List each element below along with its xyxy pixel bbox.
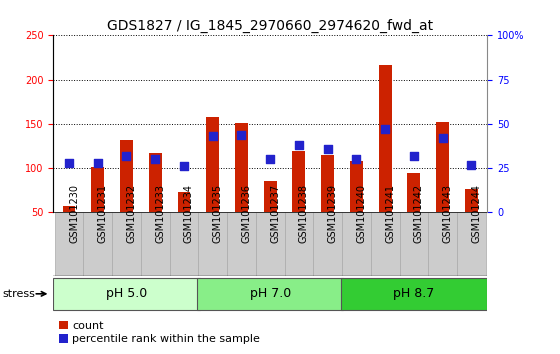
FancyBboxPatch shape bbox=[399, 212, 428, 276]
Text: GSM101231: GSM101231 bbox=[98, 184, 108, 243]
FancyBboxPatch shape bbox=[55, 212, 83, 276]
FancyBboxPatch shape bbox=[53, 278, 200, 310]
FancyBboxPatch shape bbox=[342, 212, 371, 276]
Text: GSM101238: GSM101238 bbox=[299, 184, 309, 243]
Bar bbox=[235, 123, 248, 257]
Point bbox=[180, 164, 189, 169]
FancyBboxPatch shape bbox=[170, 212, 198, 276]
Title: GDS1827 / IG_1845_2970660_2974620_fwd_at: GDS1827 / IG_1845_2970660_2974620_fwd_at bbox=[107, 19, 433, 33]
FancyBboxPatch shape bbox=[284, 212, 313, 276]
Bar bbox=[91, 167, 104, 257]
Bar bbox=[379, 65, 391, 257]
Text: pH 8.7: pH 8.7 bbox=[393, 287, 435, 300]
Point bbox=[381, 126, 390, 132]
Bar bbox=[408, 172, 421, 257]
Bar bbox=[264, 181, 277, 257]
Text: GSM101244: GSM101244 bbox=[472, 184, 482, 243]
FancyBboxPatch shape bbox=[256, 212, 284, 276]
Point bbox=[64, 160, 73, 166]
Text: GSM101230: GSM101230 bbox=[69, 184, 79, 243]
Point bbox=[409, 153, 418, 159]
Text: GSM101243: GSM101243 bbox=[442, 184, 452, 243]
FancyBboxPatch shape bbox=[340, 278, 487, 310]
Text: pH 7.0: pH 7.0 bbox=[250, 287, 291, 300]
Point bbox=[467, 162, 476, 167]
Bar bbox=[465, 189, 478, 257]
Bar bbox=[120, 140, 133, 257]
Point bbox=[295, 142, 304, 148]
FancyBboxPatch shape bbox=[141, 212, 170, 276]
FancyBboxPatch shape bbox=[313, 212, 342, 276]
FancyBboxPatch shape bbox=[428, 212, 457, 276]
Point bbox=[352, 156, 361, 162]
FancyBboxPatch shape bbox=[457, 212, 486, 276]
FancyBboxPatch shape bbox=[198, 212, 227, 276]
Bar bbox=[178, 192, 190, 257]
Bar bbox=[350, 161, 363, 257]
Point bbox=[265, 156, 274, 162]
Bar bbox=[292, 152, 305, 257]
Point bbox=[94, 160, 102, 166]
Bar bbox=[149, 153, 162, 257]
Text: GSM101242: GSM101242 bbox=[414, 184, 424, 243]
Text: GSM101232: GSM101232 bbox=[127, 184, 137, 243]
Text: GSM101241: GSM101241 bbox=[385, 184, 395, 243]
Bar bbox=[206, 117, 219, 257]
Point bbox=[122, 153, 131, 159]
Text: GSM101233: GSM101233 bbox=[155, 184, 165, 243]
Legend: count, percentile rank within the sample: count, percentile rank within the sample bbox=[59, 321, 260, 344]
Bar bbox=[436, 122, 449, 257]
FancyBboxPatch shape bbox=[227, 212, 256, 276]
Point bbox=[237, 132, 246, 137]
Text: stress: stress bbox=[3, 289, 36, 299]
Text: GSM101239: GSM101239 bbox=[328, 184, 338, 243]
FancyBboxPatch shape bbox=[83, 212, 112, 276]
Point bbox=[151, 156, 160, 162]
FancyBboxPatch shape bbox=[112, 212, 141, 276]
FancyBboxPatch shape bbox=[371, 212, 399, 276]
Bar bbox=[63, 206, 76, 257]
Text: GSM101235: GSM101235 bbox=[213, 184, 223, 243]
Text: GSM101234: GSM101234 bbox=[184, 184, 194, 243]
Text: GSM101240: GSM101240 bbox=[356, 184, 366, 243]
Text: pH 5.0: pH 5.0 bbox=[106, 287, 147, 300]
Point bbox=[208, 133, 217, 139]
FancyBboxPatch shape bbox=[197, 278, 343, 310]
Bar bbox=[321, 155, 334, 257]
Point bbox=[438, 135, 447, 141]
Text: GSM101236: GSM101236 bbox=[241, 184, 251, 243]
Text: GSM101237: GSM101237 bbox=[270, 184, 280, 243]
Point bbox=[323, 146, 332, 152]
